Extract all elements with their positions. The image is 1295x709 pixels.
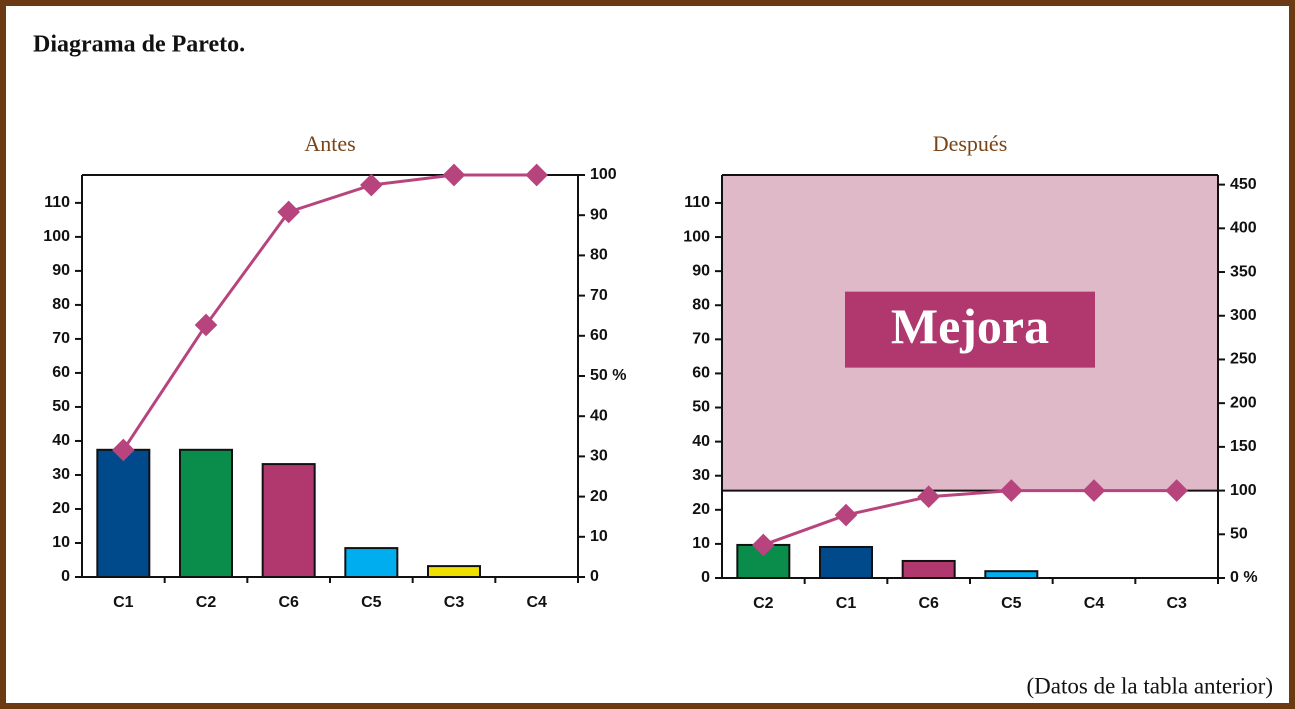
x-tick-label: C4 — [526, 594, 547, 611]
y2-tick-label: 200 — [1230, 394, 1257, 411]
chart-title: Antes — [304, 131, 355, 156]
x-tick-label: C6 — [278, 594, 299, 611]
y-tick-label: 30 — [52, 466, 70, 483]
bar — [427, 565, 481, 579]
cumulative-line — [122, 173, 537, 451]
x-tick-label: C5 — [1001, 595, 1022, 612]
cumulative-point — [1082, 479, 1106, 502]
bar — [261, 463, 316, 579]
cumulative-point — [834, 503, 858, 527]
y2-tick-label: 30 — [590, 448, 608, 465]
y2-tick-label: 60 — [590, 327, 608, 344]
y2-tick-label: 100 — [1230, 482, 1257, 499]
y-tick-label: 80 — [52, 296, 70, 313]
y-tick-label: 110 — [684, 194, 710, 211]
y-tick-label: 90 — [692, 262, 710, 279]
bar — [901, 559, 956, 580]
y-tick-label: 40 — [692, 433, 710, 450]
page-title: Diagrama de Pareto. — [33, 32, 245, 58]
y-tick-label: 10 — [692, 535, 710, 552]
y2-tick-label: 450 — [1230, 176, 1257, 193]
y-tick-label: 50 — [52, 398, 70, 415]
y-tick-label: 100 — [43, 228, 70, 245]
y2-tick-label: 90 — [590, 206, 608, 223]
y2-tick-label: 250 — [1230, 351, 1257, 368]
x-tick-label: C2 — [753, 595, 774, 612]
chart-title: Después — [933, 131, 1008, 156]
y-tick-label: 70 — [52, 330, 70, 347]
y2-tick-label: 50 % — [590, 367, 626, 384]
x-tick-label: C1 — [113, 594, 134, 611]
bar — [344, 547, 399, 578]
cumulative-point — [112, 438, 135, 462]
y2-tick-label: 50 — [1230, 526, 1248, 543]
y-tick-label: 90 — [52, 262, 70, 279]
y2-tick-label: 40 — [590, 407, 608, 424]
y-tick-label: 70 — [692, 331, 710, 348]
x-tick-label: C3 — [444, 594, 465, 611]
y-tick-label: 10 — [52, 534, 70, 551]
cumulative-point — [917, 485, 940, 509]
cumulative-line — [762, 489, 1177, 547]
y2-tick-label: 10 — [590, 528, 608, 545]
x-tick-label: C4 — [1084, 595, 1105, 612]
cumulative-point — [1165, 479, 1188, 502]
x-tick-label: C3 — [1166, 595, 1187, 612]
footnote: (Datos de la tabla anterior) — [1027, 673, 1274, 698]
x-tick-label: C1 — [836, 595, 857, 612]
cumulative-point — [752, 533, 775, 557]
x-tick-label: C6 — [918, 595, 939, 612]
y2-tick-label: 0 % — [1230, 569, 1258, 586]
y-tick-label: 0 — [61, 568, 70, 585]
y-tick-label: 60 — [52, 364, 70, 381]
y-tick-label: 110 — [44, 194, 70, 211]
y-tick-label: 100 — [683, 228, 710, 245]
y-tick-label: 60 — [692, 365, 710, 382]
y2-tick-label: 80 — [590, 247, 608, 264]
y2-tick-label: 150 — [1230, 438, 1257, 455]
y-tick-label: 30 — [692, 467, 710, 484]
bar — [179, 448, 233, 578]
y-tick-label: 0 — [701, 569, 710, 586]
y-tick-label: 40 — [52, 432, 70, 449]
y2-tick-label: 70 — [590, 287, 608, 304]
band-label-box — [845, 291, 1095, 368]
y2-tick-label: 400 — [1230, 220, 1257, 237]
bar — [96, 448, 151, 578]
y-tick-label: 20 — [52, 500, 70, 517]
y-tick-label: 80 — [692, 296, 710, 313]
y2-tick-label: 100 — [590, 166, 617, 183]
band-label: Mejora — [891, 298, 1049, 354]
bar — [984, 570, 1039, 579]
y2-tick-label: 300 — [1230, 307, 1257, 324]
y2-tick-label: 20 — [590, 488, 608, 505]
x-tick-label: C5 — [361, 594, 382, 611]
y-tick-label: 20 — [692, 501, 710, 518]
y2-tick-label: 350 — [1230, 263, 1257, 280]
x-tick-label: C2 — [196, 594, 217, 611]
y2-tick-label: 0 — [590, 568, 599, 585]
cumulative-point — [1000, 479, 1023, 502]
bar — [819, 545, 873, 579]
y-tick-label: 50 — [692, 399, 710, 416]
